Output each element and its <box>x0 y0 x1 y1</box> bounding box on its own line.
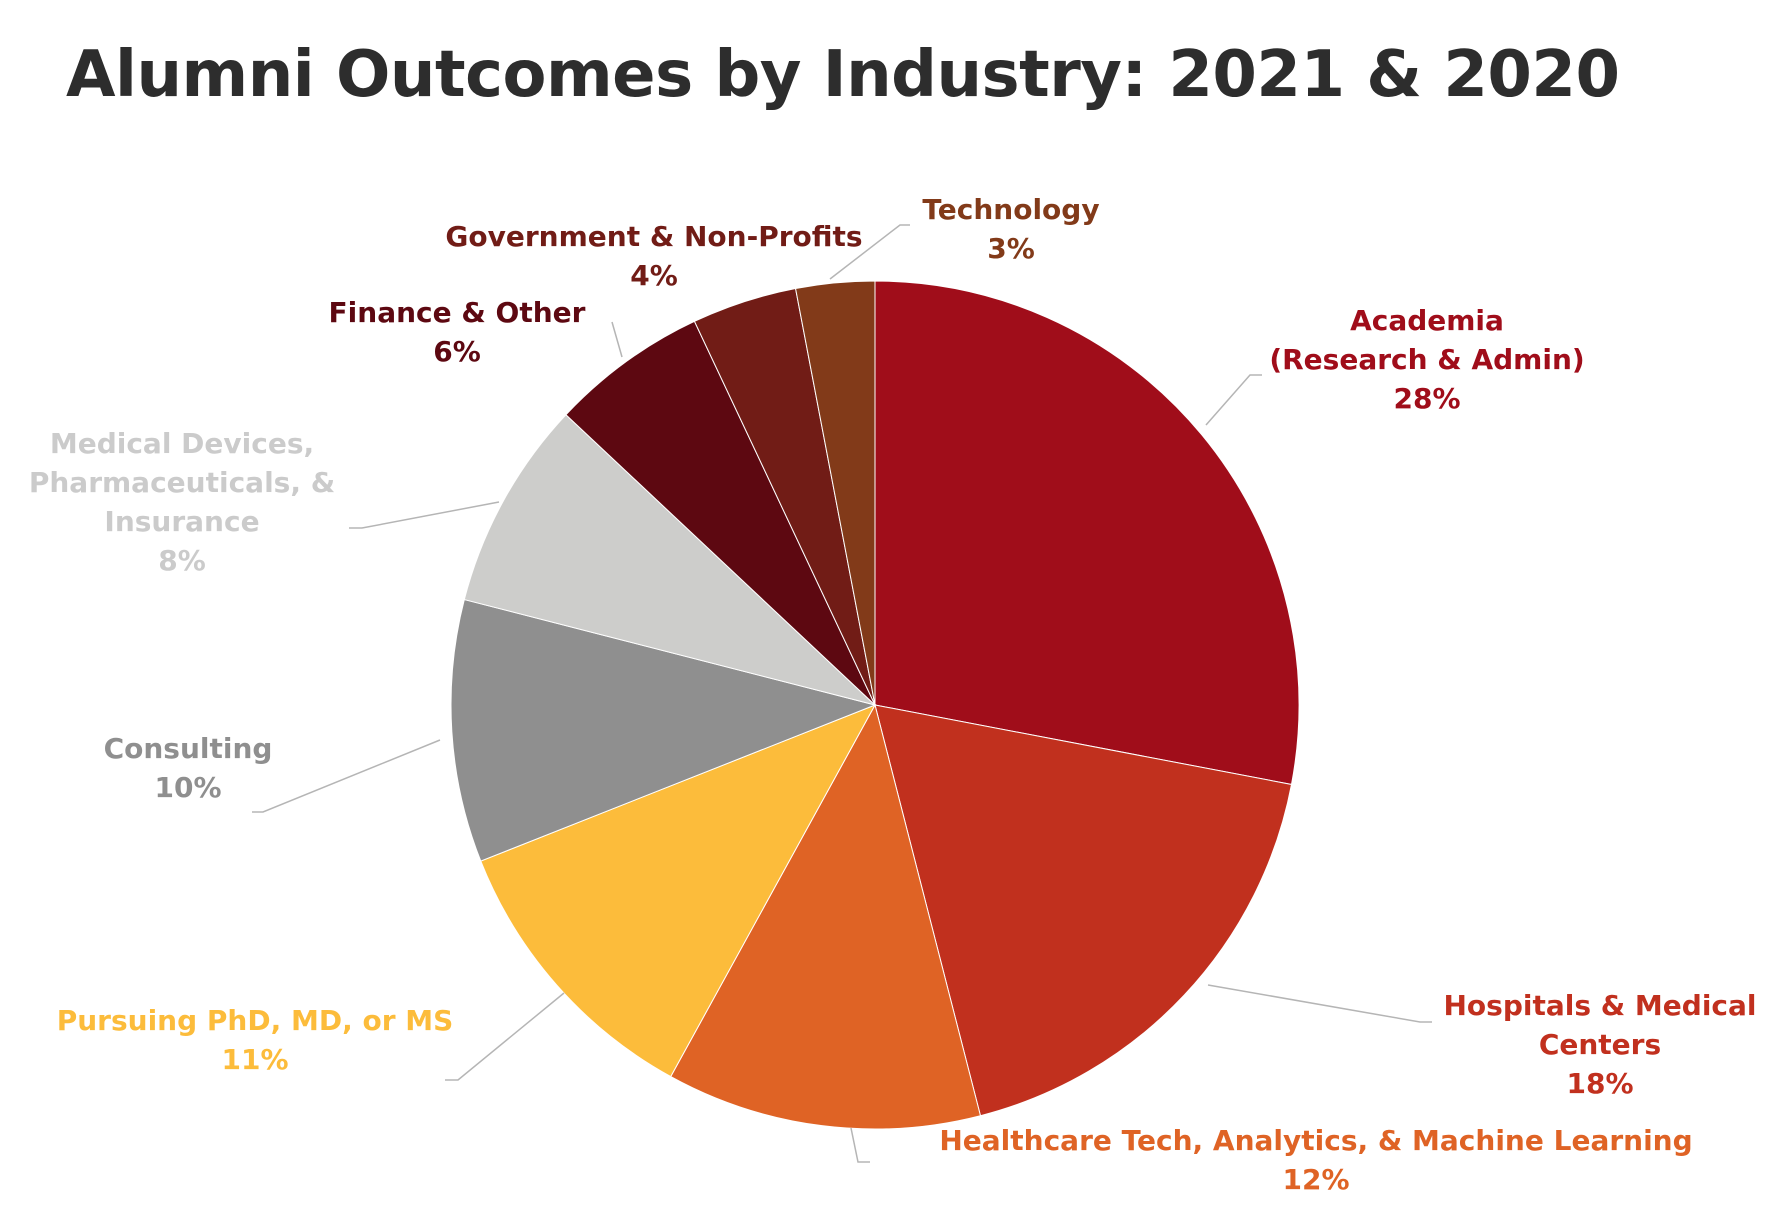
leader-line <box>850 1127 870 1163</box>
slice-label: Consulting 10% <box>104 732 273 804</box>
leader-line <box>1205 374 1262 426</box>
leader-line <box>445 992 565 1081</box>
slice-label: Healthcare Tech, Analytics, & Machine Le… <box>939 1124 1692 1196</box>
slice-percent: 8% <box>158 544 206 577</box>
pie-slice <box>463 414 876 706</box>
slice-percent: 18% <box>1566 1067 1633 1100</box>
leader-lines <box>252 224 1432 1163</box>
slice-category: Healthcare Tech, Analytics, & Machine Le… <box>939 1124 1692 1157</box>
chart-title: Alumni Outcomes by Industry: 2021 & 2020 <box>66 38 1620 112</box>
slice-percent: 6% <box>433 335 481 368</box>
slice-category: Centers <box>1539 1028 1661 1061</box>
slice-percent: 12% <box>1282 1163 1349 1196</box>
slice-label: Medical Devices, Pharmaceuticals, & Insura… <box>29 427 335 577</box>
slice-category: Finance & Other <box>329 296 586 329</box>
pie-slice <box>874 280 1300 786</box>
leader-line <box>349 501 500 529</box>
slice-percent: 11% <box>221 1043 288 1076</box>
slice-percent: 3% <box>987 232 1035 265</box>
pie-slice <box>874 704 1293 1117</box>
slice-category: Pursuing PhD, MD, or MS <box>57 1004 454 1037</box>
slice-label: Finance & Other 6% <box>329 296 586 368</box>
slice-category: Insurance <box>104 505 259 538</box>
slice-category: Technology <box>922 193 1099 226</box>
pie-slice <box>480 704 877 1078</box>
slice-label: Government & Non-Profits 4% <box>445 220 862 292</box>
slice-label: Academia (Research & Admin) 28% <box>1269 304 1584 415</box>
leader-line <box>1207 984 1432 1023</box>
leader-line <box>611 321 623 358</box>
pie-slices <box>450 280 1300 1130</box>
pie-slice <box>565 320 876 706</box>
slice-percent: 4% <box>630 259 678 292</box>
leader-line <box>829 224 910 280</box>
slice-label: Technology 3% <box>922 193 1099 265</box>
slice-category: Consulting <box>104 732 273 765</box>
slice-percent: 28% <box>1393 382 1460 415</box>
slice-category: (Research & Admin) <box>1269 343 1584 376</box>
slice-category: Pharmaceuticals, & <box>29 466 335 499</box>
pie-slice <box>670 703 982 1130</box>
slice-category: Hospitals & Medical <box>1443 989 1756 1022</box>
pie-slice <box>450 598 877 862</box>
slice-category: Government & Non-Profits <box>445 220 862 253</box>
slice-labels: Academia (Research & Admin) 28% Hospitals &… <box>29 193 1757 1196</box>
slice-label: Hospitals & Medical Centers 18% <box>1443 989 1756 1100</box>
pie-slice <box>794 280 876 706</box>
leader-line <box>252 739 441 813</box>
slice-category: Medical Devices, <box>50 427 314 460</box>
slice-percent: 10% <box>154 771 221 804</box>
slice-label: Pursuing PhD, MD, or MS 11% <box>57 1004 454 1076</box>
slice-category: Academia <box>1350 304 1504 337</box>
